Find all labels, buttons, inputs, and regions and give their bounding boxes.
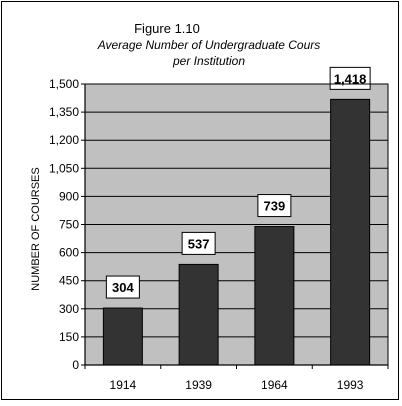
- data-label-box: [257, 194, 292, 218]
- chart-frame: Figure 1.10 Average Number of Undergradu…: [1, 1, 399, 400]
- y-tick-label: 450: [59, 274, 79, 288]
- y-axis-label: NUMBER OF COURSES: [30, 167, 42, 290]
- plot-area: 0 150 300 450 600 750 900 1,050 1,200 1,350 1,500 3…: [49, 66, 389, 392]
- x-tick-label: 1939: [185, 378, 212, 392]
- data-label-box: [105, 275, 140, 299]
- bar: [330, 98, 371, 366]
- bar: [102, 307, 143, 366]
- bar: [254, 226, 295, 366]
- x-tick-label: 1993: [337, 378, 364, 392]
- data-label: 537: [188, 236, 210, 251]
- bar-chart: Figure 1.10 Average Number of Undergradu…: [30, 21, 389, 392]
- data-label: 1,418: [334, 71, 367, 86]
- y-tick-label: 150: [59, 330, 79, 344]
- data-label: 739: [264, 199, 286, 214]
- y-tick-label: 900: [59, 189, 79, 203]
- y-tick-label: 600: [59, 246, 79, 260]
- bar: [178, 263, 219, 366]
- y-tick-label: 1,500: [49, 77, 79, 91]
- data-label: 304: [112, 280, 134, 295]
- x-tick-label: 1914: [110, 378, 137, 392]
- data-label-box: [181, 231, 216, 255]
- y-tick-label: 1,050: [49, 161, 79, 175]
- y-tick-label: 750: [59, 218, 79, 232]
- chart-subtitle-line1: Average Number of Undergraduate Cours: [97, 38, 321, 52]
- x-tick-label: 1964: [261, 378, 288, 392]
- y-tick-label: 300: [59, 302, 79, 316]
- y-tick-label: 0: [72, 358, 79, 372]
- chart-title: Figure 1.10: [134, 21, 200, 36]
- chart-subtitle-line2: per Institution: [172, 54, 245, 68]
- y-tick-label: 1,350: [49, 105, 79, 119]
- y-tick-label: 1,200: [49, 133, 79, 147]
